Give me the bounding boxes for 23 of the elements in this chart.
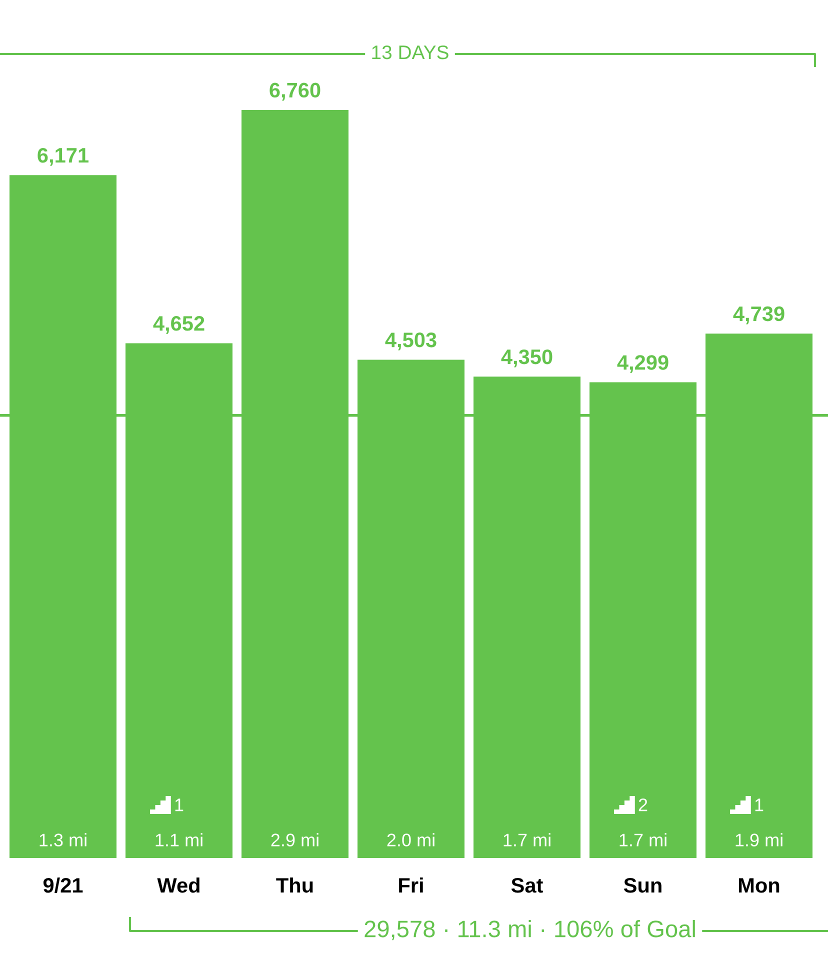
x-tick-label: Fri [399, 877, 423, 893]
data-label: 4,299 [617, 355, 668, 373]
data-label: 6,171 [38, 148, 88, 166]
data-label: 4,350 [501, 349, 552, 368]
data-label: 4,652 [153, 316, 204, 334]
x-tick-label: Sat [511, 878, 543, 893]
text: 13 DAYS [372, 45, 448, 60]
annotation: 2.9 mi [271, 833, 318, 846]
annotation: 2.0 mi [387, 833, 434, 846]
data-label: 4,739 [733, 306, 784, 324]
x-tick-label: 9/21 [43, 877, 83, 893]
annotation: 1.3 mi [40, 833, 86, 846]
x-tick-label: Mon [738, 878, 780, 893]
x-tick-label: Sun [624, 878, 662, 893]
x-tick-label: Thu [276, 877, 313, 893]
text: 1 1.9 mi [736, 798, 782, 846]
text: 2 1.7 mi [620, 798, 666, 846]
data-label: 4,503 [385, 332, 436, 350]
text: 1 1.1 mi [156, 798, 202, 846]
text: 29,578 · 11.3 mi · 106% of Goal [364, 920, 695, 940]
annotation: 1.7 mi [504, 833, 550, 846]
x-tick-label: Wed [157, 877, 200, 893]
data-label: 6,760 [270, 82, 320, 101]
